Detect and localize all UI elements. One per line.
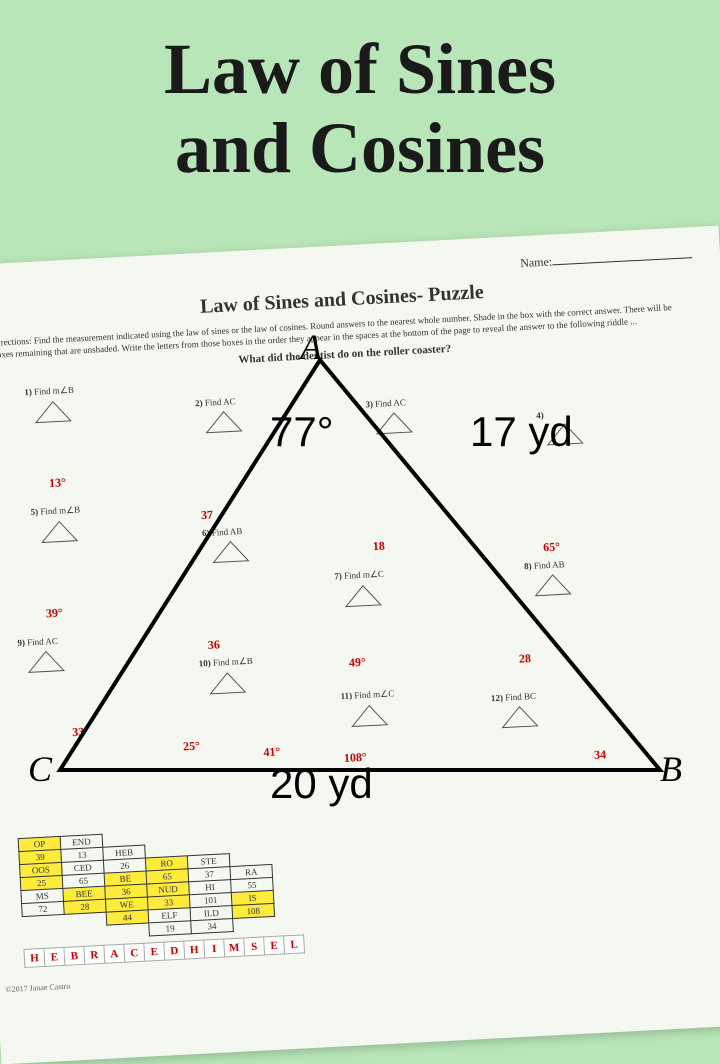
red-answer: 13° (49, 476, 67, 492)
letter-cell: E (44, 947, 65, 966)
red-answer: 18 (372, 539, 385, 555)
side-b-value: 17 yd (470, 408, 573, 456)
worksheet: Name: Law of Sines and Cosines- Puzzle D… (0, 226, 720, 1064)
red-answer: 28 (519, 651, 532, 667)
letter-cell: L (284, 935, 305, 954)
letter-cell: B (64, 946, 85, 965)
red-answer: 34 (594, 748, 607, 764)
problem-item: 11) Find m∠C (340, 689, 396, 735)
letter-cell: A (104, 944, 125, 963)
answer-cell (233, 916, 276, 931)
letter-cell: S (244, 937, 265, 956)
letter-cell: H (184, 940, 205, 959)
letter-cell: M (224, 938, 245, 957)
letter-cell: D (164, 941, 185, 960)
main-title: Law of Sines and Cosines (0, 0, 720, 208)
problem-item: 3) Find AC (365, 397, 417, 442)
answer-cell (65, 925, 108, 940)
vertex-a-label: A (300, 326, 322, 368)
copyright-text: ©2017 Janae Castro (5, 982, 70, 994)
answer-grid: OPEND3913HEBOOSCED26ROSTE2565BE6537RAMSB… (18, 825, 276, 943)
problem-item: 10) Find m∠B (199, 656, 255, 702)
answer-cell: 19 (149, 921, 192, 936)
angle-a-value: 77° (270, 408, 334, 456)
answer-cell (107, 923, 150, 938)
letter-cell: R (84, 945, 105, 964)
red-answer: 25° (183, 739, 201, 755)
problem-item: 9) Find AC (17, 636, 69, 681)
red-answer: 36 (207, 638, 220, 654)
letter-cell: E (144, 942, 165, 961)
problem-item: 6) Find AB (202, 526, 254, 571)
red-answer: 49° (349, 655, 367, 671)
letter-cell: C (124, 943, 145, 962)
problem-item: 7) Find m∠C (334, 569, 386, 615)
problem-item: 8) Find AB (524, 559, 576, 604)
answer-cell: 34 (191, 919, 234, 934)
red-answer: 39° (46, 606, 64, 622)
letter-cell: H (24, 948, 45, 967)
problem-item: 5) Find m∠B (30, 505, 82, 551)
side-a-value: 20 yd (270, 760, 373, 808)
vertex-b-label: B (660, 748, 682, 790)
letter-cell: E (264, 936, 285, 955)
problem-item: 2) Find AC (195, 396, 247, 441)
problem-item: 1) Find m∠B (24, 385, 76, 431)
red-answer: 65° (543, 540, 561, 556)
red-answer: 33 (72, 725, 85, 741)
worksheet-container: Name: Law of Sines and Cosines- Puzzle D… (0, 226, 720, 1064)
vertex-c-label: C (28, 748, 52, 790)
problems-area: 1) Find m∠B2) Find AC3) Find AC4) 5) Fin… (0, 352, 719, 808)
letter-cell: I (204, 939, 225, 958)
red-answer: 41° (263, 745, 281, 761)
answer-cell (23, 927, 66, 942)
red-answer: 37 (201, 508, 214, 524)
problem-item: 12) Find BC (491, 691, 543, 736)
